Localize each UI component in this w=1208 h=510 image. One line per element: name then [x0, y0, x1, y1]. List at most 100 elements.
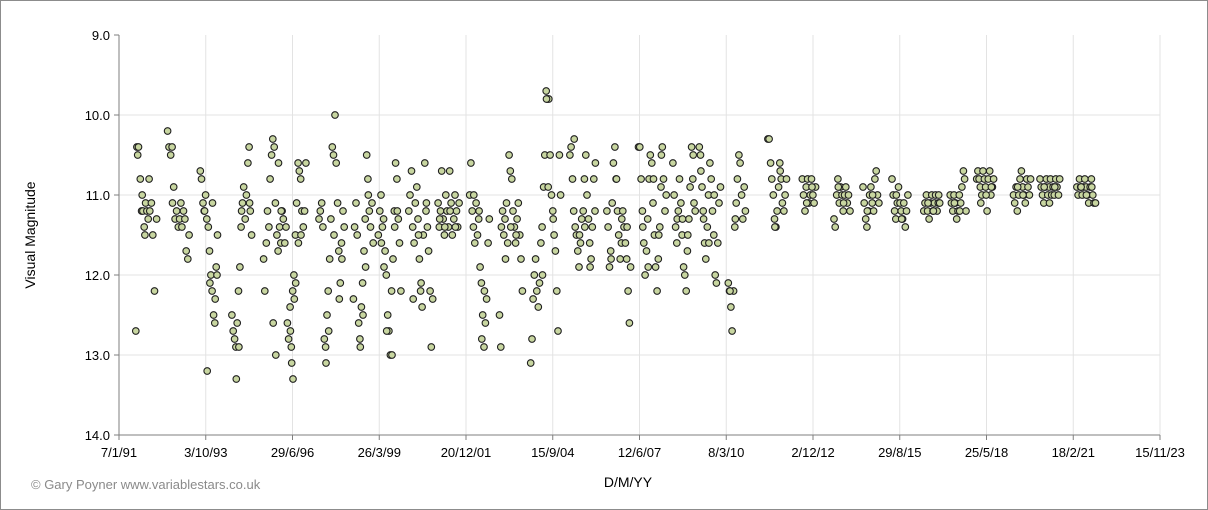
data-point — [440, 223, 449, 231]
data-point — [960, 175, 969, 183]
data-point — [424, 247, 433, 255]
data-point — [339, 207, 347, 215]
data-point — [955, 191, 964, 199]
data-point — [203, 367, 212, 375]
data-point — [428, 295, 437, 303]
data-point — [623, 223, 631, 231]
data-point — [899, 199, 908, 207]
y-tick-label: 10.0 — [85, 108, 110, 123]
data-point — [394, 215, 403, 223]
data-point — [617, 215, 626, 223]
data-point — [727, 303, 735, 311]
data-point — [647, 159, 656, 167]
data-point — [362, 151, 371, 159]
x-tick-label: 26/3/99 — [358, 445, 401, 460]
data-point — [1055, 175, 1064, 183]
data-point — [517, 255, 525, 263]
data-point — [294, 239, 303, 247]
data-point — [374, 231, 383, 239]
data-point — [296, 175, 305, 183]
data-point — [206, 279, 214, 287]
data-point — [531, 255, 540, 263]
data-point — [279, 215, 288, 223]
data-point — [765, 135, 773, 143]
data-point — [894, 183, 903, 191]
data-point — [868, 191, 877, 199]
data-point — [416, 287, 425, 295]
data-point — [952, 215, 961, 223]
data-point — [701, 255, 710, 263]
data-point — [579, 207, 588, 215]
data-point — [728, 327, 736, 335]
data-point — [653, 287, 661, 295]
data-point — [354, 319, 363, 327]
data-point — [274, 247, 282, 255]
data-point — [183, 255, 192, 263]
data-point — [741, 207, 750, 215]
data-point — [383, 311, 392, 319]
data-point — [569, 207, 578, 215]
data-point — [732, 199, 741, 207]
data-point — [287, 359, 296, 367]
data-point — [316, 207, 325, 215]
data-point — [501, 215, 509, 223]
data-point — [455, 199, 463, 207]
data-point — [809, 191, 817, 199]
data-point — [611, 143, 619, 151]
data-point — [185, 231, 193, 239]
data-point — [674, 207, 683, 215]
data-point — [511, 239, 520, 247]
y-axis-title: Visual Magnitude — [22, 181, 38, 288]
data-point — [474, 215, 483, 223]
data-point — [286, 303, 294, 311]
data-point — [766, 159, 775, 167]
data-point — [642, 247, 651, 255]
data-point — [1054, 191, 1063, 199]
x-tick-label: 29/8/15 — [878, 445, 921, 460]
data-point — [168, 199, 177, 207]
data-point — [551, 247, 560, 255]
data-point — [902, 207, 911, 215]
data-point — [955, 207, 964, 215]
data-point — [237, 207, 246, 215]
data-point — [924, 199, 932, 207]
data-point — [769, 191, 778, 199]
x-tick-label: 7/1/91 — [101, 445, 137, 460]
data-point — [641, 271, 649, 279]
data-point — [332, 159, 341, 167]
data-point — [499, 231, 508, 239]
data-point — [196, 167, 205, 175]
data-point — [407, 167, 416, 175]
data-point — [409, 295, 418, 303]
data-point — [730, 223, 739, 231]
data-point — [622, 255, 631, 263]
data-point — [773, 207, 781, 215]
data-point — [846, 207, 854, 215]
data-point — [395, 239, 404, 247]
data-point — [616, 255, 625, 263]
data-point — [393, 175, 401, 183]
data-point — [356, 343, 365, 351]
data-point — [497, 223, 506, 231]
data-point — [547, 191, 556, 199]
data-point — [683, 247, 692, 255]
data-point — [437, 167, 446, 175]
data-point — [604, 223, 612, 231]
data-point — [476, 263, 484, 271]
data-point — [275, 223, 284, 231]
data-point — [697, 167, 705, 175]
data-point — [238, 199, 247, 207]
data-point — [506, 223, 515, 231]
data-point — [638, 207, 647, 215]
x-tick-label: 12/6/07 — [618, 445, 661, 460]
data-point — [550, 231, 558, 239]
x-tick-label: 8/3/10 — [708, 445, 744, 460]
data-point — [210, 319, 219, 327]
data-point — [518, 287, 527, 295]
data-point — [671, 223, 680, 231]
data-point — [295, 167, 304, 175]
data-point — [280, 239, 289, 247]
data-point — [1025, 191, 1034, 199]
data-point — [212, 263, 221, 271]
data-point — [199, 199, 207, 207]
